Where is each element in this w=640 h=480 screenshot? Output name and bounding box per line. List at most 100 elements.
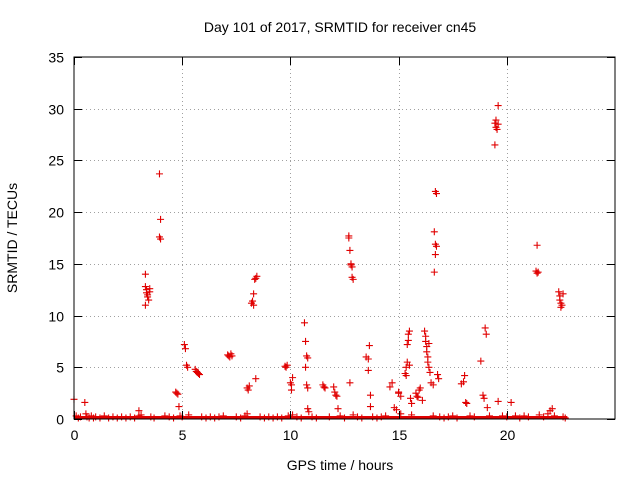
data-point xyxy=(559,290,567,298)
data-point xyxy=(483,404,491,412)
data-point xyxy=(81,398,89,406)
y-tick-label: 15 xyxy=(48,257,64,273)
x-tick-labels: 0 5 10 15 20 xyxy=(71,427,516,443)
data-point xyxy=(175,403,183,411)
x-tick-label: 10 xyxy=(283,427,299,443)
data-point xyxy=(332,391,340,399)
data-point xyxy=(194,369,202,377)
data-point xyxy=(365,342,373,350)
y-tick-label: 25 xyxy=(48,153,64,169)
data-point xyxy=(253,272,261,280)
data-point xyxy=(430,228,438,236)
data-point xyxy=(388,379,396,387)
data-point xyxy=(155,170,163,178)
data-point xyxy=(421,327,429,335)
data-point xyxy=(405,361,413,369)
data-point xyxy=(304,384,312,392)
data-point xyxy=(425,339,433,347)
axis-ticks xyxy=(74,57,615,420)
x-tick-label: 15 xyxy=(392,427,408,443)
y-tick-label: 20 xyxy=(48,205,64,221)
data-point xyxy=(462,398,470,406)
data-point xyxy=(429,381,437,389)
data-point xyxy=(431,251,439,259)
data-point xyxy=(426,368,434,376)
data-point xyxy=(482,330,490,338)
data-point xyxy=(412,389,420,397)
data-point xyxy=(250,301,258,309)
data-point xyxy=(320,383,328,391)
data-point xyxy=(480,394,488,402)
x-tick-label: 20 xyxy=(500,427,516,443)
data-point xyxy=(364,366,372,374)
data-point xyxy=(392,406,400,414)
data-point xyxy=(533,269,541,277)
data-point xyxy=(555,288,563,296)
data-point xyxy=(491,141,499,149)
data-point xyxy=(287,386,295,394)
data-point xyxy=(430,268,438,276)
data-point xyxy=(249,297,257,305)
data-point xyxy=(346,379,354,387)
data-point xyxy=(404,336,412,344)
data-point xyxy=(334,405,342,413)
data-point xyxy=(434,371,442,379)
data-points xyxy=(70,102,569,422)
data-point xyxy=(461,372,469,380)
data-point xyxy=(330,383,338,391)
data-point xyxy=(304,405,312,413)
data-point xyxy=(402,372,410,380)
data-point xyxy=(533,241,541,249)
y-tick-labels: 0 5 10 15 20 25 30 35 xyxy=(48,50,64,428)
data-point xyxy=(250,290,258,298)
data-point xyxy=(556,296,564,304)
data-point xyxy=(289,374,297,382)
x-tick-label: 0 xyxy=(71,427,79,443)
data-point xyxy=(534,268,542,276)
x-axis-label: GPS time / hours xyxy=(287,457,394,473)
data-point xyxy=(432,190,440,198)
data-point xyxy=(425,363,433,371)
data-point xyxy=(348,263,356,271)
chart-title: Day 101 of 2017, SRMTID for receiver cn4… xyxy=(204,19,477,35)
data-point xyxy=(507,398,515,406)
data-point xyxy=(366,391,374,399)
data-point xyxy=(333,392,341,400)
x-tick-label: 5 xyxy=(179,427,187,443)
data-point xyxy=(493,125,501,133)
data-point xyxy=(414,393,422,401)
data-point xyxy=(181,345,189,353)
data-point xyxy=(479,391,487,399)
data-point xyxy=(349,275,357,283)
data-point xyxy=(305,408,313,416)
data-point xyxy=(196,371,204,379)
data-point xyxy=(435,375,443,383)
data-point xyxy=(144,293,152,301)
data-point xyxy=(303,381,311,389)
data-point xyxy=(245,382,253,390)
grid-lines xyxy=(74,57,615,419)
data-point xyxy=(135,407,143,415)
data-point xyxy=(331,388,339,396)
data-point xyxy=(463,399,471,407)
data-point xyxy=(424,358,432,366)
data-point xyxy=(252,375,260,383)
data-point xyxy=(244,386,252,394)
data-point xyxy=(304,354,312,362)
data-point xyxy=(397,392,405,400)
data-point xyxy=(418,396,426,404)
data-point xyxy=(184,363,192,371)
data-point xyxy=(548,405,556,413)
data-point xyxy=(494,102,502,110)
data-point xyxy=(413,392,421,400)
data-point xyxy=(366,403,374,411)
data-point xyxy=(228,352,236,360)
y-axis-label: SRMTID / TECUs xyxy=(4,183,20,293)
plot-frame xyxy=(73,56,616,420)
data-point xyxy=(180,341,188,349)
data-point xyxy=(174,390,182,398)
data-point xyxy=(491,119,499,127)
data-point xyxy=(423,348,431,356)
